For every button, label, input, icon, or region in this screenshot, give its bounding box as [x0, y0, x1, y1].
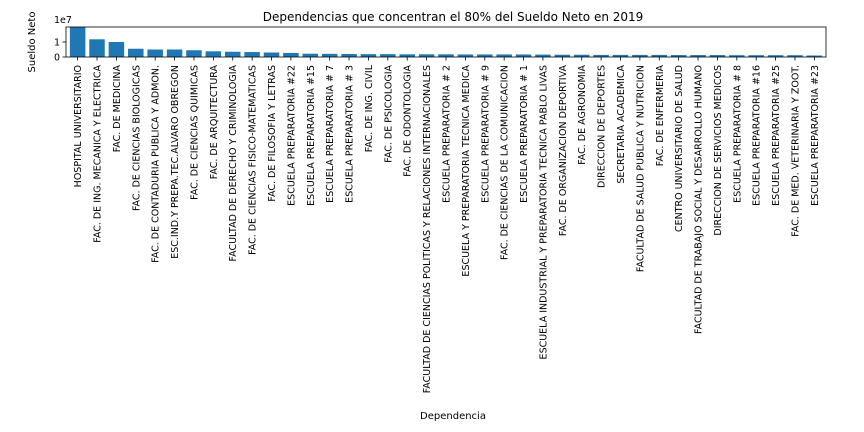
x-tick-label: ESCUELA PREPARATORIA # 7	[325, 65, 336, 203]
chart-title: Dependencias que concentran el 80% del S…	[263, 10, 644, 24]
bar	[535, 54, 551, 57]
x-tick-label: CENTRO UNIVERSITARIO DE SALUD	[674, 65, 685, 232]
bar	[302, 53, 319, 57]
bar	[283, 52, 299, 57]
bar	[748, 55, 764, 57]
x-tick-label: ESCUELA PREPARATORIA #25	[771, 65, 782, 206]
x-tick-label: FAC. DE ING. CIVIL	[364, 64, 375, 152]
plot-frame	[65, 26, 827, 58]
x-tick-label: FAC. DE ODONTOLOGIA	[403, 65, 414, 177]
bar	[128, 48, 144, 57]
x-tick-label: ESCUELA PREPARATORIA # 1	[519, 65, 530, 203]
x-tick-label: FAC. DE ENFERMERIA	[655, 65, 666, 167]
bar	[341, 54, 357, 57]
bar	[709, 55, 726, 57]
x-tick-label: ESCUELA PREPARATORIA #16	[752, 65, 763, 206]
x-tick-label: FACULTAD DE CIENCIAS POLITICAS Y RELACIO…	[422, 65, 433, 393]
x-tick-label: ESCUELA PREPARATORIA #15	[306, 65, 317, 206]
x-ticks-group: HOSPITAL UNIVERSITARIO FAC. DE ING. MECAN…	[73, 57, 821, 393]
bar	[244, 52, 260, 57]
y-axis-offset-label: 1e7	[54, 15, 72, 26]
bar	[360, 54, 377, 57]
x-tick-label: FAC. DE CONTADURIA PUBLICA Y ADMON.	[151, 65, 162, 263]
y-axis-label: Sueldo Neto	[27, 12, 38, 73]
x-tick-label: ESCUELA PREPARATORIA # 3	[345, 65, 356, 203]
x-tick-label: HOSPITAL UNIVERSITARIO	[73, 65, 84, 187]
bar	[651, 54, 668, 57]
x-tick-label: ESCUELA PREPARATORIA #22	[286, 65, 297, 206]
y-ticks-group: 01	[54, 38, 66, 64]
bar	[399, 54, 415, 57]
bar	[205, 51, 222, 57]
bar	[186, 50, 202, 57]
x-tick-label: ESCUELA Y PREPARATORIA TECNICA MEDICA	[461, 65, 472, 277]
bar	[554, 54, 571, 57]
bar	[263, 52, 280, 57]
bar	[806, 55, 823, 57]
bar	[787, 55, 803, 57]
x-tick-label: FAC. DE CIENCIAS QUIMICAS	[189, 65, 200, 200]
bar	[418, 54, 435, 57]
x-tick-label: ESCUELA PREPARATORIA # 9	[480, 65, 491, 203]
x-tick-label: FAC. DE MED. VETERINARIA Y ZOOT.	[790, 65, 801, 237]
bar	[690, 55, 706, 57]
x-tick-label: FAC. DE ORGANIZACION DEPORTIVA	[558, 65, 569, 237]
x-tick-label: SECRETARIA ACADEMICA	[616, 65, 627, 184]
x-tick-label: ESCUELA INDUSTRIAL Y PREPARATORIA TECNIC…	[538, 65, 549, 359]
bars-group	[69, 27, 823, 57]
bar	[166, 49, 183, 57]
x-axis-label: Dependencia	[420, 411, 486, 422]
bar	[496, 54, 512, 57]
bar	[147, 49, 163, 57]
x-tick-label: ESCUELA PREPARATORIA # 8	[732, 65, 743, 203]
x-tick-label: ESC.IND.Y PREPA.TEC.ALVARO OBREGON	[170, 65, 181, 259]
bar	[515, 54, 532, 57]
x-tick-label: FACULTAD DE SALUD PUBLICA Y NUTRICION	[635, 65, 646, 272]
bar	[573, 54, 590, 57]
x-tick-label: FAC. DE ING. MECANICA Y ELECTRICA	[93, 65, 104, 243]
bar	[321, 53, 338, 57]
bar	[670, 55, 687, 57]
x-tick-label: FACULTAD DE TRABAJO SOCIAL Y DESARROLLO …	[694, 65, 705, 334]
bar	[593, 54, 609, 57]
bar	[767, 55, 784, 57]
x-tick-label: FAC. DE ARQUITECTURA	[209, 65, 220, 180]
bar	[108, 42, 125, 57]
bar	[729, 55, 745, 57]
x-tick-label: FAC. DE PSICOLOGIA	[383, 65, 394, 163]
x-tick-label: FAC. DE CIENCIAS FISICO-MATEMATICAS	[248, 65, 259, 255]
x-tick-label: FAC. DE CIENCIAS DE LA COMUNICACION	[500, 65, 511, 260]
bar	[380, 54, 396, 57]
x-tick-label: DIRECCION DE DEPORTES	[597, 65, 608, 188]
x-tick-label: FAC. DE CIENCIAS BIOLOGICAS	[131, 65, 142, 211]
x-tick-label: ESCUELA PREPARATORIA #23	[810, 65, 821, 206]
bar	[477, 54, 493, 57]
y-tick-label: 0	[54, 53, 60, 64]
bar	[457, 54, 474, 57]
y-tick-label: 1	[54, 38, 60, 49]
x-tick-label: DIRECCION DE SERVICIOS MEDICOS	[713, 65, 724, 236]
bar	[224, 51, 241, 57]
x-tick-label: ESCUELA PREPARATORIA # 2	[442, 65, 453, 203]
x-tick-label: FAC. DE MEDICINA	[112, 65, 123, 153]
x-tick-label: FAC. DE FILOSOFIA Y LETRAS	[267, 65, 278, 202]
bar	[612, 54, 629, 57]
x-tick-label: FACULTAD DE DERECHO Y CRIMINOLOGIA	[228, 65, 239, 262]
bar	[89, 39, 105, 57]
bar	[69, 27, 86, 57]
x-tick-label: FAC. DE AGRONOMIA	[577, 65, 588, 165]
bar	[438, 54, 454, 57]
bar	[632, 54, 648, 57]
